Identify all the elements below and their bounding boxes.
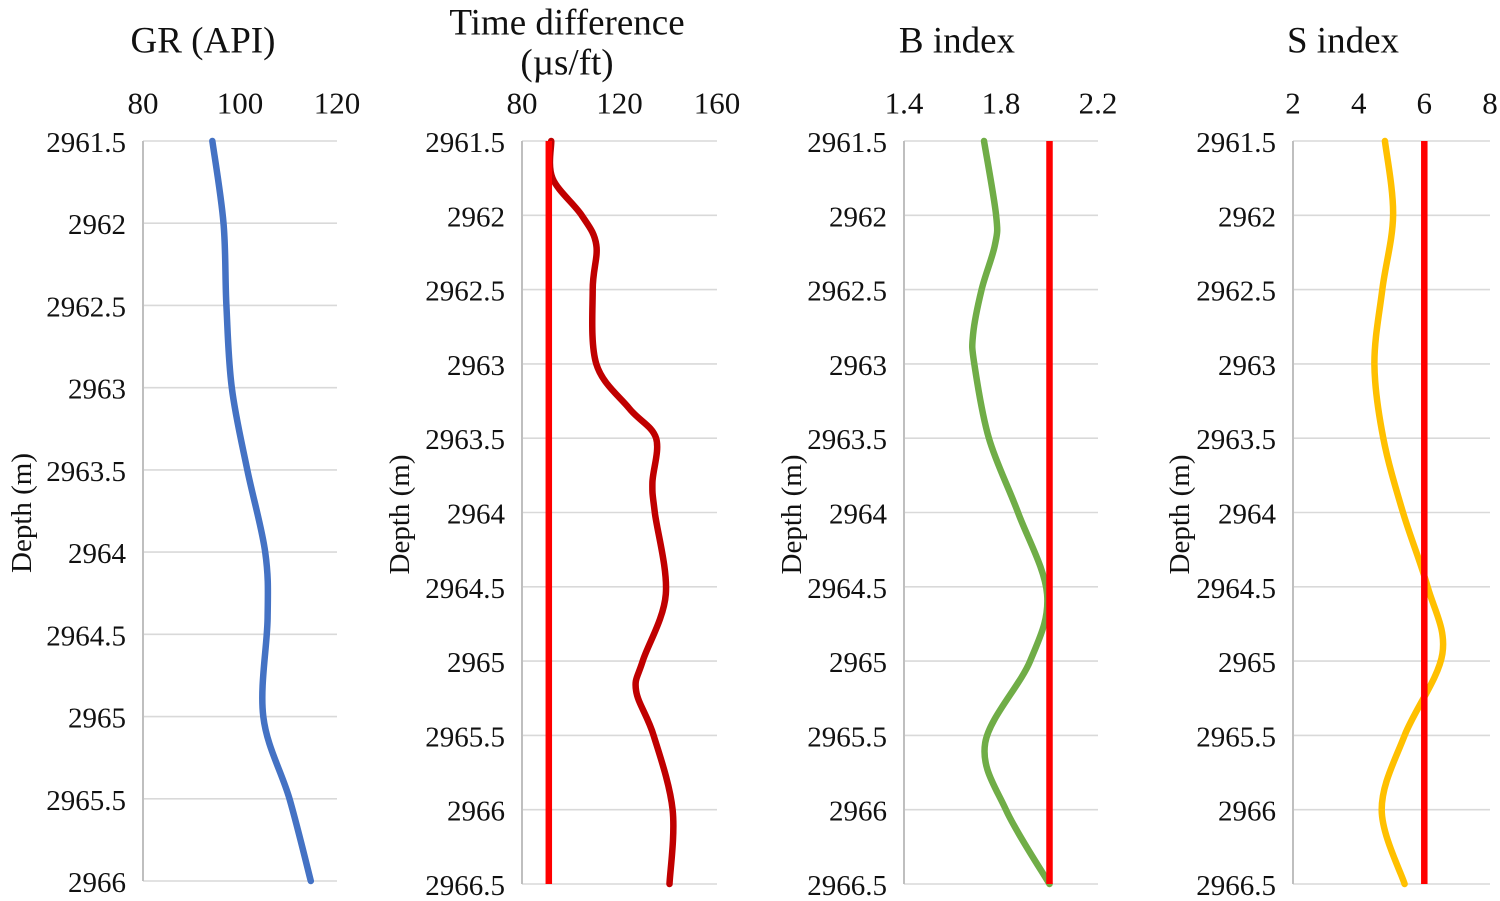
depth-tick-label: 2962.5 xyxy=(425,276,505,308)
depth-tick-label: 2963.5 xyxy=(807,424,887,456)
depth-tick-label: 2963 xyxy=(1218,350,1276,382)
x-tick-label: 8 xyxy=(1482,86,1498,121)
depth-tick-label: 2964.5 xyxy=(1196,573,1276,605)
depth-tick-label: 2961.5 xyxy=(1196,127,1276,159)
chart-title-b-index: B index xyxy=(899,21,1016,62)
chart-gr: 80 100 120 2961.5 2962 2962.5 2963 2963.5 2964 29… xyxy=(6,21,360,900)
depth-tick-label: 2965 xyxy=(68,703,126,735)
chart-title-gr: GR (API) xyxy=(131,21,276,62)
chart-time-difference: 80 120 160 2961.5 2962 2962.5 2963 2963.5 2964 29… xyxy=(384,3,740,901)
curve-time-difference xyxy=(546,137,677,888)
depth-tick-label: 2961.5 xyxy=(425,127,505,159)
chart-title-time-difference: Time difference xyxy=(449,3,684,44)
depth-tick-label: 2966.5 xyxy=(425,870,505,901)
depth-tick-label: 2964.5 xyxy=(807,573,887,605)
depth-tick-label: 2962.5 xyxy=(807,276,887,308)
depth-tick-label: 2962 xyxy=(447,201,505,233)
x-tick-label: 120 xyxy=(314,86,361,121)
depth-tick-label: 2962.5 xyxy=(1196,276,1276,308)
depth-tick-label: 2963.5 xyxy=(425,424,505,456)
depth-tick-label: 2962 xyxy=(1218,201,1276,233)
depth-axis-title: Depth (m) xyxy=(776,455,808,575)
chart-title-s-index: S index xyxy=(1287,21,1400,62)
chart-title-time-difference: (µs/ft) xyxy=(520,43,613,84)
curve-b-index xyxy=(969,137,1053,888)
x-tick-label: 1.8 xyxy=(982,86,1021,121)
depth-tick-label: 2961.5 xyxy=(46,127,126,159)
x-tick-label: 160 xyxy=(694,86,741,121)
depth-tick-label: 2966 xyxy=(829,796,887,828)
depth-tick-label: 2961.5 xyxy=(807,127,887,159)
x-tick-label: 100 xyxy=(217,86,264,121)
x-tick-label: 120 xyxy=(596,86,643,121)
x-tick-label: 80 xyxy=(128,86,159,121)
x-tick-label: 4 xyxy=(1351,86,1367,121)
x-tick-label: 2 xyxy=(1285,86,1301,121)
x-tick-label: 80 xyxy=(507,86,538,121)
depth-axis-title: Depth (m) xyxy=(384,455,416,575)
curve-s-index xyxy=(1371,137,1447,888)
depth-tick-label: 2964.5 xyxy=(425,573,505,605)
depth-tick-label: 2966 xyxy=(447,796,505,828)
depth-tick-label: 2965.5 xyxy=(1196,721,1276,753)
depth-axis-title: Depth (m) xyxy=(6,453,38,573)
depth-tick-label: 2964 xyxy=(68,538,127,570)
x-tick-label: 1.4 xyxy=(885,86,924,121)
depth-tick-label: 2962 xyxy=(829,201,887,233)
x-tick-label: 2.2 xyxy=(1079,86,1118,121)
depth-tick-label: 2966.5 xyxy=(1196,870,1276,901)
depth-tick-label: 2963.5 xyxy=(1196,424,1276,456)
depth-tick-label: 2964 xyxy=(829,499,888,531)
depth-tick-label: 2963 xyxy=(68,374,126,406)
depth-tick-label: 2963 xyxy=(447,350,505,382)
depth-tick-label: 2965 xyxy=(447,647,505,679)
curve-gr xyxy=(209,137,315,885)
depth-tick-label: 2966.5 xyxy=(807,870,887,901)
depth-tick-label: 2966 xyxy=(68,867,126,899)
x-tick-label: 6 xyxy=(1417,86,1433,121)
depth-axis-title: Depth (m) xyxy=(1164,455,1196,575)
depth-tick-label: 2966 xyxy=(1218,796,1276,828)
depth-tick-label: 2965.5 xyxy=(425,721,505,753)
depth-tick-label: 2964 xyxy=(447,499,506,531)
depth-tick-label: 2965 xyxy=(1218,647,1276,679)
depth-tick-label: 2965.5 xyxy=(46,785,126,817)
chart-s-index: 2 4 6 8 2961.5 2962 2962.5 2963 2963.5 2964 2964.5… xyxy=(1164,21,1498,901)
depth-tick-label: 2963.5 xyxy=(46,456,126,488)
depth-tick-label: 2965.5 xyxy=(807,721,887,753)
chart-b-index: 1.4 1.8 2.2 2961.5 2962 2962.5 2963 2963.5 2964 2… xyxy=(776,21,1117,901)
depth-tick-label: 2965 xyxy=(829,647,887,679)
depth-tick-label: 2964.5 xyxy=(46,620,126,652)
depth-tick-label: 2962.5 xyxy=(46,291,126,323)
depth-tick-label: 2963 xyxy=(829,350,887,382)
depth-tick-label: 2962 xyxy=(68,209,126,241)
depth-tick-label: 2964 xyxy=(1218,499,1277,531)
